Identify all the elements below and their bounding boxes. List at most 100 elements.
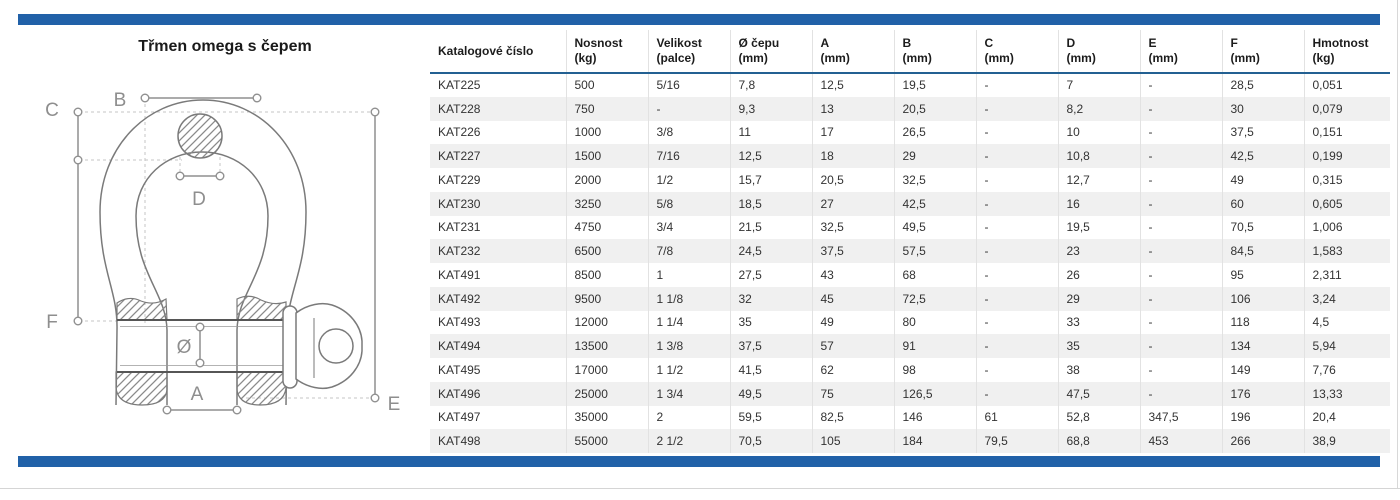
dimension-label-c: C	[45, 100, 59, 121]
table-cell: -	[1139, 144, 1222, 168]
table-cell: -	[1139, 334, 1222, 358]
table-cell: 18,5	[729, 191, 812, 216]
column-header-9: F (mm)	[1221, 30, 1304, 74]
table-cell: 5,94	[1303, 334, 1390, 358]
table-cell: 750	[565, 96, 648, 121]
table-cell: 38,9	[1303, 429, 1390, 453]
table-cell: 266	[1221, 429, 1304, 453]
table-row: KAT226 1000 3/8 11 17 26,5-10-37,5 0,151	[430, 120, 1390, 145]
table-cell: 8,2	[1057, 96, 1140, 121]
table-cell: 33	[1057, 310, 1140, 335]
table-cell: 42,5	[893, 191, 976, 216]
shackle-cross-section-hatching	[115, 113, 287, 406]
table-cell: 20,4	[1303, 405, 1390, 430]
table-cell: -	[975, 381, 1058, 406]
table-cell: -	[975, 120, 1058, 145]
table-cell: 126,5	[893, 381, 976, 406]
table-cell: 12000	[565, 310, 648, 335]
table-cell: 1 3/8	[647, 334, 730, 358]
column-header-1: Nosnost (kg)	[565, 30, 648, 74]
table-cell: 35	[1057, 334, 1140, 358]
column-header-10: Hmotnost (kg)	[1303, 30, 1390, 74]
table-cell: 7	[1057, 73, 1140, 97]
table-cell: 1	[647, 263, 730, 287]
table-cell: 95	[1221, 263, 1304, 287]
table-row: KAT227 1500 7/16 12,5 18 29-10,8-42,5 0,199	[430, 144, 1390, 168]
table-cell: 0,079	[1303, 96, 1390, 121]
table-cell: 453	[1139, 429, 1222, 453]
table-cell: 49	[811, 310, 894, 335]
table-cell: 80	[893, 310, 976, 335]
table-cell: -	[975, 310, 1058, 335]
spec-table: Katalogové číslo Nosnost (kg) Velikost (palc…	[430, 30, 1390, 453]
table-cell: 37,5	[811, 239, 894, 263]
table-cell: 11	[729, 120, 812, 145]
table-cell: 60	[1221, 191, 1304, 216]
table-cell: KAT492	[438, 291, 481, 306]
table-row: KAT492 9500 1 1/8 32 45 72,5-29-106 3,24	[430, 286, 1390, 311]
table-cell: -	[975, 96, 1058, 121]
table-cell: -	[1139, 120, 1222, 145]
table-cell: 57,5	[893, 239, 976, 263]
top-divider-bar	[18, 14, 1380, 25]
spec-table-header: Katalogové číslo Nosnost (kg) Velikost (palc…	[430, 30, 1390, 74]
table-cell: -	[1139, 191, 1222, 216]
table-cell: 2000	[565, 168, 648, 192]
bow-section-circle	[177, 113, 223, 159]
table-cell: 5/16	[647, 73, 730, 97]
dimension-label-e: E	[388, 394, 401, 415]
table-cell: -	[975, 334, 1058, 358]
table-cell: 347,5	[1139, 405, 1222, 430]
column-header-7: D (mm)	[1057, 30, 1140, 74]
dimension-label-f: F	[46, 312, 58, 333]
dimension-lines	[77, 97, 376, 411]
table-cell: KAT231	[438, 220, 481, 235]
table-cell: 3/8	[647, 120, 730, 145]
table-cell: KAT498	[438, 434, 481, 449]
table-cell: -	[1139, 286, 1222, 311]
table-cell: 13,33	[1303, 381, 1390, 406]
table-cell: 37,5	[729, 334, 812, 358]
table-cell: 3,24	[1303, 286, 1390, 311]
table-cell: 43	[811, 263, 894, 287]
table-cell: 59,5	[729, 405, 812, 430]
table-cell: 26,5	[893, 120, 976, 145]
table-cell: 55000	[565, 429, 648, 453]
table-cell: 98	[893, 358, 976, 382]
table-cell: 62	[811, 358, 894, 382]
spec-table-body: KAT225 500 5/16 7,8 12,5 19,5-7-28,5 0,051 KAT2…	[430, 73, 1390, 453]
table-cell: 0,199	[1303, 144, 1390, 168]
table-cell: 16	[1057, 191, 1140, 216]
table-row: KAT228 750-9,3 13 20,5-8,2-30 0,079	[430, 96, 1390, 121]
table-cell: 12,7	[1057, 168, 1140, 192]
table-cell: -	[1139, 310, 1222, 335]
table-cell: 57	[811, 334, 894, 358]
shackle-pin	[117, 302, 363, 390]
dimension-label-b: B	[114, 90, 127, 111]
table-cell: 37,5	[1221, 120, 1304, 145]
table-cell: 26	[1057, 263, 1140, 287]
column-header-0: Katalogové číslo	[430, 30, 566, 74]
table-cell: 32	[729, 286, 812, 311]
table-cell: 2 1/2	[647, 429, 730, 453]
column-header-8: E (mm)	[1139, 30, 1222, 74]
table-cell: 2,311	[1303, 263, 1390, 287]
table-cell: 6500	[565, 239, 648, 263]
table-cell: -	[975, 191, 1058, 216]
table-cell: 0,605	[1303, 191, 1390, 216]
table-cell: 35000	[565, 405, 648, 430]
table-cell: 7/16	[647, 144, 730, 168]
table-cell: 32,5	[811, 215, 894, 240]
table-cell: 61	[975, 405, 1058, 430]
table-cell: 18	[811, 144, 894, 168]
table-cell: 29	[1057, 286, 1140, 311]
table-cell: KAT229	[438, 172, 481, 187]
shackle-technical-drawing: B C D F Ø A E	[45, 90, 401, 415]
product-title: Třmen omega s čepem	[138, 38, 312, 55]
table-cell: 27,5	[729, 263, 812, 287]
table-cell: -	[1139, 73, 1222, 97]
table-cell: KAT226	[438, 125, 481, 140]
table-cell: 1 1/4	[647, 310, 730, 335]
table-cell: 25000	[565, 381, 648, 406]
table-cell: 23	[1057, 239, 1140, 263]
